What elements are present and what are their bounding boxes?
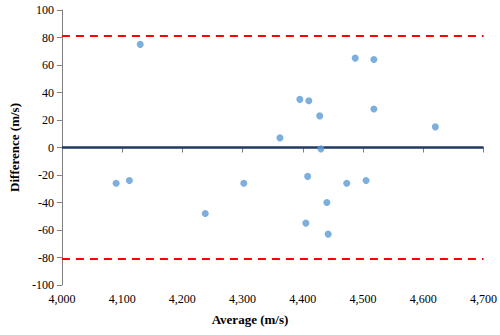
svg-text:4,700: 4,700 (470, 292, 497, 306)
svg-text:4,600: 4,600 (410, 292, 437, 306)
svg-text:4,100: 4,100 (109, 292, 136, 306)
svg-text:-20: -20 (38, 168, 54, 182)
svg-text:Difference (m/s): Difference (m/s) (7, 103, 22, 192)
svg-text:60: 60 (42, 58, 54, 72)
svg-text:-100: -100 (32, 278, 54, 292)
svg-text:20: 20 (42, 113, 54, 127)
svg-text:4,000: 4,000 (48, 292, 75, 306)
svg-text:-60: -60 (38, 223, 54, 237)
svg-text:80: 80 (42, 31, 54, 45)
svg-text:4,500: 4,500 (350, 292, 377, 306)
svg-text:-40: -40 (38, 196, 54, 210)
svg-text:40: 40 (42, 86, 54, 100)
svg-text:0: 0 (48, 141, 54, 155)
svg-text:Average (m/s): Average (m/s) (212, 312, 289, 327)
svg-text:-80: -80 (38, 251, 54, 265)
svg-text:4,300: 4,300 (229, 292, 256, 306)
svg-text:4,400: 4,400 (289, 292, 316, 306)
svg-text:4,200: 4,200 (169, 292, 196, 306)
svg-text:100: 100 (36, 3, 54, 17)
